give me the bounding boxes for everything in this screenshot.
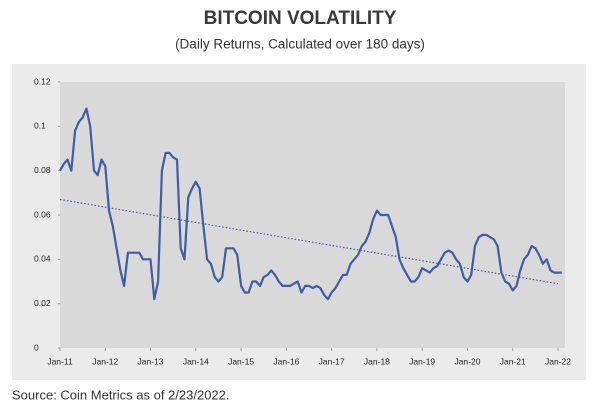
x-tick-label: Jan-16 (273, 356, 299, 366)
x-tick-label: Jan-17 (319, 356, 345, 366)
x-tick-label: Jan-12 (92, 356, 118, 366)
x-tick-label: Jan-18 (364, 356, 390, 366)
x-tick-label: Jan-11 (47, 356, 73, 366)
x-tick-label: Jan-13 (138, 356, 164, 366)
y-tick-label: 0.1 (34, 121, 46, 131)
trend-line (59, 198, 559, 285)
data-line (59, 107, 562, 301)
x-tick-label: Jan-20 (454, 356, 480, 366)
y-tick-label: 0.02 (34, 298, 51, 308)
y-tick-label: 0.06 (34, 209, 51, 219)
y-tick-label: 0.12 (34, 76, 51, 86)
x-tick-label: Jan-19 (409, 356, 435, 366)
x-tick-label: Jan-14 (183, 356, 209, 366)
y-tick-label: 0.04 (34, 254, 51, 264)
x-tick-label: Jan-22 (545, 356, 571, 366)
x-tick-label: Jan-21 (500, 356, 526, 366)
y-tick-label: 0.08 (34, 165, 51, 175)
chart-title: BITCOIN VOLATILITY (204, 8, 397, 29)
y-tick-label: 0 (34, 342, 39, 352)
chart-subtitle: (Daily Returns, Calculated over 180 days… (175, 37, 425, 52)
plot-area (60, 82, 565, 348)
source-note: Source: Coin Metrics as of 2/23/2022. (12, 387, 230, 402)
x-tick-label: Jan-15 (228, 356, 254, 366)
